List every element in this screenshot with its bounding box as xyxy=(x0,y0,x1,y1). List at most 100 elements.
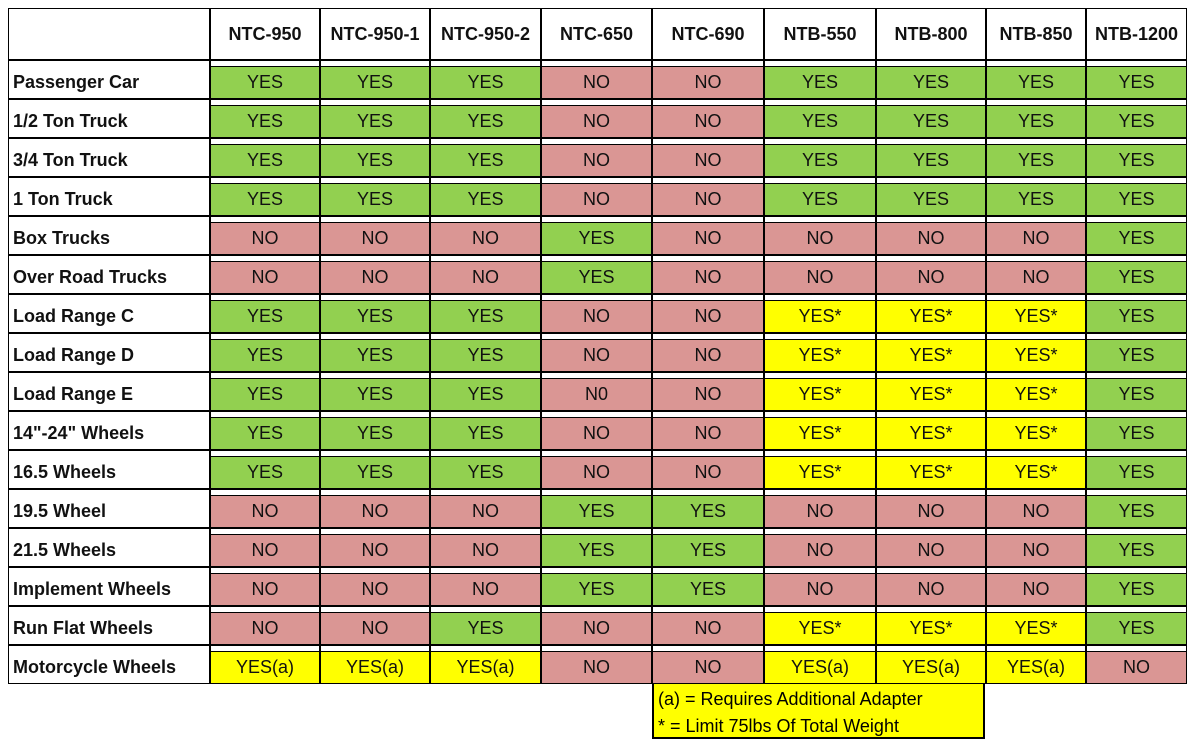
cell: YES xyxy=(320,372,430,411)
row-label: Load Range D xyxy=(8,333,210,372)
cell: YES xyxy=(430,333,541,372)
cell: YES xyxy=(1086,450,1187,489)
cell: YES xyxy=(430,606,541,645)
cell: YES xyxy=(876,177,986,216)
row-label: Over Road Trucks xyxy=(8,255,210,294)
row-label: 3/4 Ton Truck xyxy=(8,138,210,177)
cell: YES xyxy=(876,60,986,99)
cell: YES(a) xyxy=(210,645,320,684)
cell: YES* xyxy=(876,333,986,372)
cell: YES(a) xyxy=(764,645,876,684)
cell: YES xyxy=(320,294,430,333)
row-label: 21.5 Wheels xyxy=(8,528,210,567)
cell: NO xyxy=(541,645,652,684)
cell: NO xyxy=(652,60,764,99)
cell: YES xyxy=(210,372,320,411)
cell: YES xyxy=(1086,138,1187,177)
cell: NO xyxy=(541,450,652,489)
cell: YES xyxy=(430,450,541,489)
cell: YES* xyxy=(986,411,1086,450)
cell: YES xyxy=(430,411,541,450)
cell: NO xyxy=(541,138,652,177)
column-header: NTC-950-2 xyxy=(430,8,541,60)
cell: NO xyxy=(876,528,986,567)
cell: NO xyxy=(541,60,652,99)
row-label: 14"-24" Wheels xyxy=(8,411,210,450)
cell: NO xyxy=(541,99,652,138)
cell: NO xyxy=(541,294,652,333)
cell: YES xyxy=(1086,372,1187,411)
row-label: Run Flat Wheels xyxy=(8,606,210,645)
cell: YES xyxy=(541,255,652,294)
cell: YES xyxy=(320,60,430,99)
cell: YES* xyxy=(876,411,986,450)
cell: NO xyxy=(652,177,764,216)
cell: YES xyxy=(430,372,541,411)
cell: NO xyxy=(652,138,764,177)
cell: YES xyxy=(541,489,652,528)
cell: YES* xyxy=(764,606,876,645)
cell: YES xyxy=(320,177,430,216)
cell: YES xyxy=(652,489,764,528)
legend-line: (a) = Requires Additional Adapter xyxy=(658,689,923,709)
cell: YES xyxy=(430,294,541,333)
row-label: Load Range C xyxy=(8,294,210,333)
column-header: NTC-950-1 xyxy=(320,8,430,60)
legend-line: * = Limit 75lbs Of Total Weight xyxy=(658,716,899,736)
cell: YES xyxy=(1086,216,1187,255)
cell: NO xyxy=(764,489,876,528)
cell: YES xyxy=(541,567,652,606)
row-label: Passenger Car xyxy=(8,60,210,99)
cell: YES xyxy=(210,60,320,99)
cell: YES xyxy=(210,411,320,450)
column-header: NTB-1200 xyxy=(1086,8,1187,60)
cell: NO xyxy=(210,216,320,255)
cell: NO xyxy=(986,255,1086,294)
cell: NO xyxy=(430,567,541,606)
cell: YES xyxy=(1086,333,1187,372)
cell: N0 xyxy=(541,372,652,411)
cell: NO xyxy=(652,372,764,411)
cell: YES xyxy=(764,99,876,138)
cell: NO xyxy=(876,489,986,528)
row-label: Box Trucks xyxy=(8,216,210,255)
cell: NO xyxy=(876,567,986,606)
cell: YES xyxy=(652,528,764,567)
cell: YES xyxy=(986,99,1086,138)
cell: NO xyxy=(430,255,541,294)
column-header: NTC-690 xyxy=(652,8,764,60)
cell: NO xyxy=(210,528,320,567)
cell: YES xyxy=(1086,606,1187,645)
cell: NO xyxy=(986,567,1086,606)
cell: NO xyxy=(986,528,1086,567)
cell: YES xyxy=(430,99,541,138)
cell: NO xyxy=(430,528,541,567)
row-label: Implement Wheels xyxy=(8,567,210,606)
cell: YES xyxy=(986,60,1086,99)
cell: YES* xyxy=(764,333,876,372)
cell: YES xyxy=(764,138,876,177)
cell: YES xyxy=(986,177,1086,216)
cell: YES xyxy=(876,99,986,138)
cell: NO xyxy=(986,489,1086,528)
cell: NO xyxy=(876,216,986,255)
column-header: NTC-650 xyxy=(541,8,652,60)
cell: YES(a) xyxy=(430,645,541,684)
cell: YES xyxy=(210,138,320,177)
cell: NO xyxy=(652,450,764,489)
cell: YES* xyxy=(986,450,1086,489)
cell: YES* xyxy=(876,450,986,489)
cell: NO xyxy=(541,177,652,216)
cell: YES(a) xyxy=(320,645,430,684)
cell: NO xyxy=(986,216,1086,255)
cell: YES xyxy=(1086,489,1187,528)
cell: YES* xyxy=(986,333,1086,372)
cell: NO xyxy=(876,255,986,294)
cell: NO xyxy=(320,216,430,255)
column-header: NTC-950 xyxy=(210,8,320,60)
cell: YES xyxy=(430,60,541,99)
cell: NO xyxy=(652,606,764,645)
row-label: 1/2 Ton Truck xyxy=(8,99,210,138)
cell: NO xyxy=(320,528,430,567)
cell: NO xyxy=(764,216,876,255)
